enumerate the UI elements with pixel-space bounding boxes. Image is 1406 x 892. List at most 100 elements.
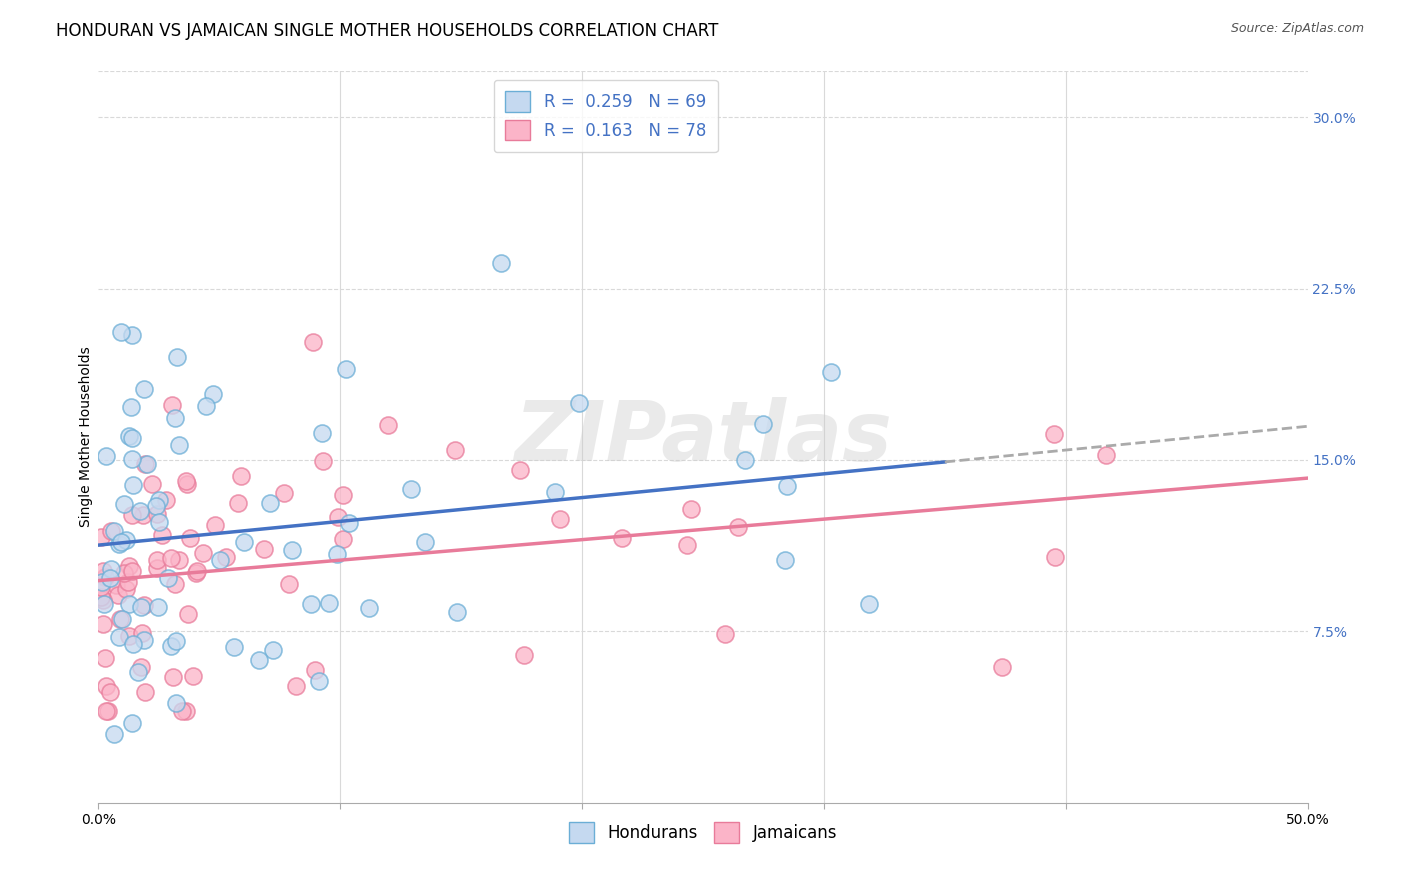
- Point: [734, 453, 756, 467]
- Point: [335, 362, 357, 376]
- Point: [176, 477, 198, 491]
- Point: [1043, 550, 1066, 565]
- Point: [820, 365, 842, 379]
- Point: [509, 462, 531, 476]
- Point: [773, 552, 796, 566]
- Point: [91, 574, 114, 589]
- Point: [127, 665, 149, 679]
- Point: [247, 653, 270, 667]
- Point: [231, 469, 253, 483]
- Point: [122, 477, 145, 491]
- Point: [100, 684, 122, 698]
- Point: [94, 705, 117, 719]
- Point: [568, 396, 591, 410]
- Point: [110, 612, 132, 626]
- Point: [100, 524, 122, 538]
- Point: [98, 571, 121, 585]
- Point: [112, 497, 135, 511]
- Point: [209, 553, 232, 567]
- Point: [399, 482, 422, 496]
- Point: [110, 534, 132, 549]
- Y-axis label: Single Mother Households: Single Mother Households: [79, 347, 93, 527]
- Point: [174, 474, 197, 488]
- Point: [302, 335, 325, 350]
- Point: [548, 511, 571, 525]
- Point: [91, 616, 114, 631]
- Point: [752, 417, 775, 431]
- Point: [544, 484, 567, 499]
- Point: [181, 668, 204, 682]
- Point: [121, 328, 143, 343]
- Point: [513, 648, 536, 662]
- Point: [232, 535, 254, 549]
- Point: [311, 425, 333, 440]
- Point: [155, 493, 177, 508]
- Point: [204, 518, 226, 533]
- Point: [141, 476, 163, 491]
- Point: [165, 411, 187, 425]
- Point: [191, 546, 214, 560]
- Point: [201, 387, 224, 401]
- Point: [259, 496, 281, 510]
- Point: [90, 530, 112, 544]
- Point: [134, 633, 156, 648]
- Point: [103, 524, 125, 538]
- Point: [858, 597, 880, 611]
- Point: [91, 564, 114, 578]
- Point: [111, 612, 134, 626]
- Point: [128, 504, 150, 518]
- Point: [120, 400, 142, 414]
- Point: [714, 627, 737, 641]
- Point: [1095, 448, 1118, 462]
- Point: [121, 715, 143, 730]
- Point: [103, 727, 125, 741]
- Point: [727, 520, 749, 534]
- Point: [118, 629, 141, 643]
- Point: [332, 532, 354, 546]
- Point: [91, 593, 114, 607]
- Point: [96, 679, 118, 693]
- Point: [253, 542, 276, 557]
- Point: [991, 660, 1014, 674]
- Point: [94, 651, 117, 665]
- Point: [114, 582, 136, 596]
- Point: [184, 566, 207, 580]
- Point: [170, 705, 193, 719]
- Point: [165, 577, 187, 591]
- Point: [610, 531, 633, 545]
- Point: [157, 571, 180, 585]
- Point: [776, 479, 799, 493]
- Point: [165, 697, 187, 711]
- Point: [159, 639, 181, 653]
- Point: [167, 552, 190, 566]
- Point: [132, 598, 155, 612]
- Point: [129, 660, 152, 674]
- Point: [446, 605, 468, 619]
- Point: [121, 508, 143, 522]
- Point: [118, 558, 141, 573]
- Point: [93, 570, 115, 584]
- Point: [166, 350, 188, 364]
- Point: [118, 597, 141, 611]
- Point: [226, 496, 249, 510]
- Point: [135, 458, 157, 472]
- Point: [121, 565, 143, 579]
- Point: [337, 516, 360, 530]
- Point: [110, 326, 132, 340]
- Point: [108, 631, 131, 645]
- Point: [107, 537, 129, 551]
- Point: [94, 449, 117, 463]
- Point: [131, 625, 153, 640]
- Point: [318, 596, 340, 610]
- Point: [177, 607, 200, 621]
- Point: [308, 674, 330, 689]
- Point: [299, 597, 322, 611]
- Point: [145, 500, 167, 514]
- Point: [148, 493, 170, 508]
- Legend: Hondurans, Jamaicans: Hondurans, Jamaicans: [562, 815, 844, 849]
- Point: [273, 485, 295, 500]
- Text: ZIPatlas: ZIPatlas: [515, 397, 891, 477]
- Point: [90, 581, 112, 595]
- Point: [222, 640, 245, 655]
- Point: [132, 508, 155, 523]
